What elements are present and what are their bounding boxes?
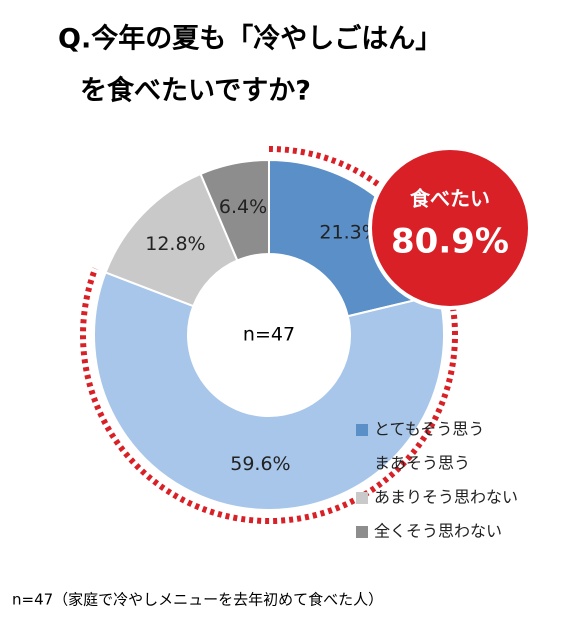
legend-label: あまりそう思わない <box>374 488 518 507</box>
chart-title: を食べたいですか? <box>80 75 311 107</box>
legend-swatch <box>356 424 368 436</box>
legend-label: とてもそう思う <box>374 420 484 439</box>
donut-segment <box>199 158 270 262</box>
chart-title: Q.今年の夏も「冷やしごはん」 <box>58 23 442 55</box>
legend-swatch <box>356 492 368 504</box>
center-label: n=47 <box>243 324 295 346</box>
donut-segment <box>93 271 445 511</box>
value-label: 21.3% <box>319 221 379 243</box>
value-label: 59.6% <box>230 453 290 475</box>
legend-swatch <box>356 526 368 538</box>
legend-label: まあそう思う <box>374 454 470 473</box>
legend-swatch <box>356 458 368 470</box>
footnote: n=47（家庭で冷やしメニューを去年初めて食べた人） <box>12 591 383 609</box>
legend-label: 全くそう思わない <box>374 522 502 541</box>
highlight-arc <box>80 146 458 524</box>
badge <box>368 146 532 310</box>
badge-text: 80.9% <box>391 222 509 262</box>
value-label: 12.8% <box>145 233 205 255</box>
badge-title: 食べたい <box>410 187 490 211</box>
value-label: 6.4% <box>219 196 267 218</box>
